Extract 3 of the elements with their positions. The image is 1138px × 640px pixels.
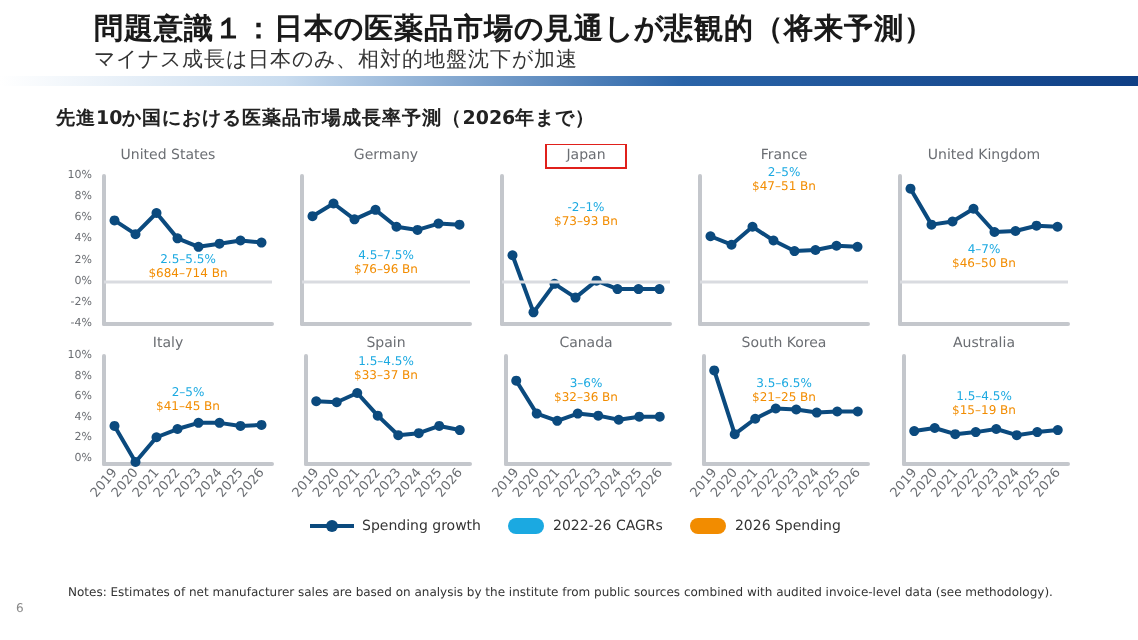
text: マイナス成長は日本のみ、相対的地盤沈下が加速	[94, 46, 578, 74]
text: 問題意識１：日本の医薬品市場の見通しが悲観的（将来予測）	[94, 11, 934, 48]
text: 先進10か国における医薬品市場成長率予測（2026年まで）	[56, 106, 596, 132]
